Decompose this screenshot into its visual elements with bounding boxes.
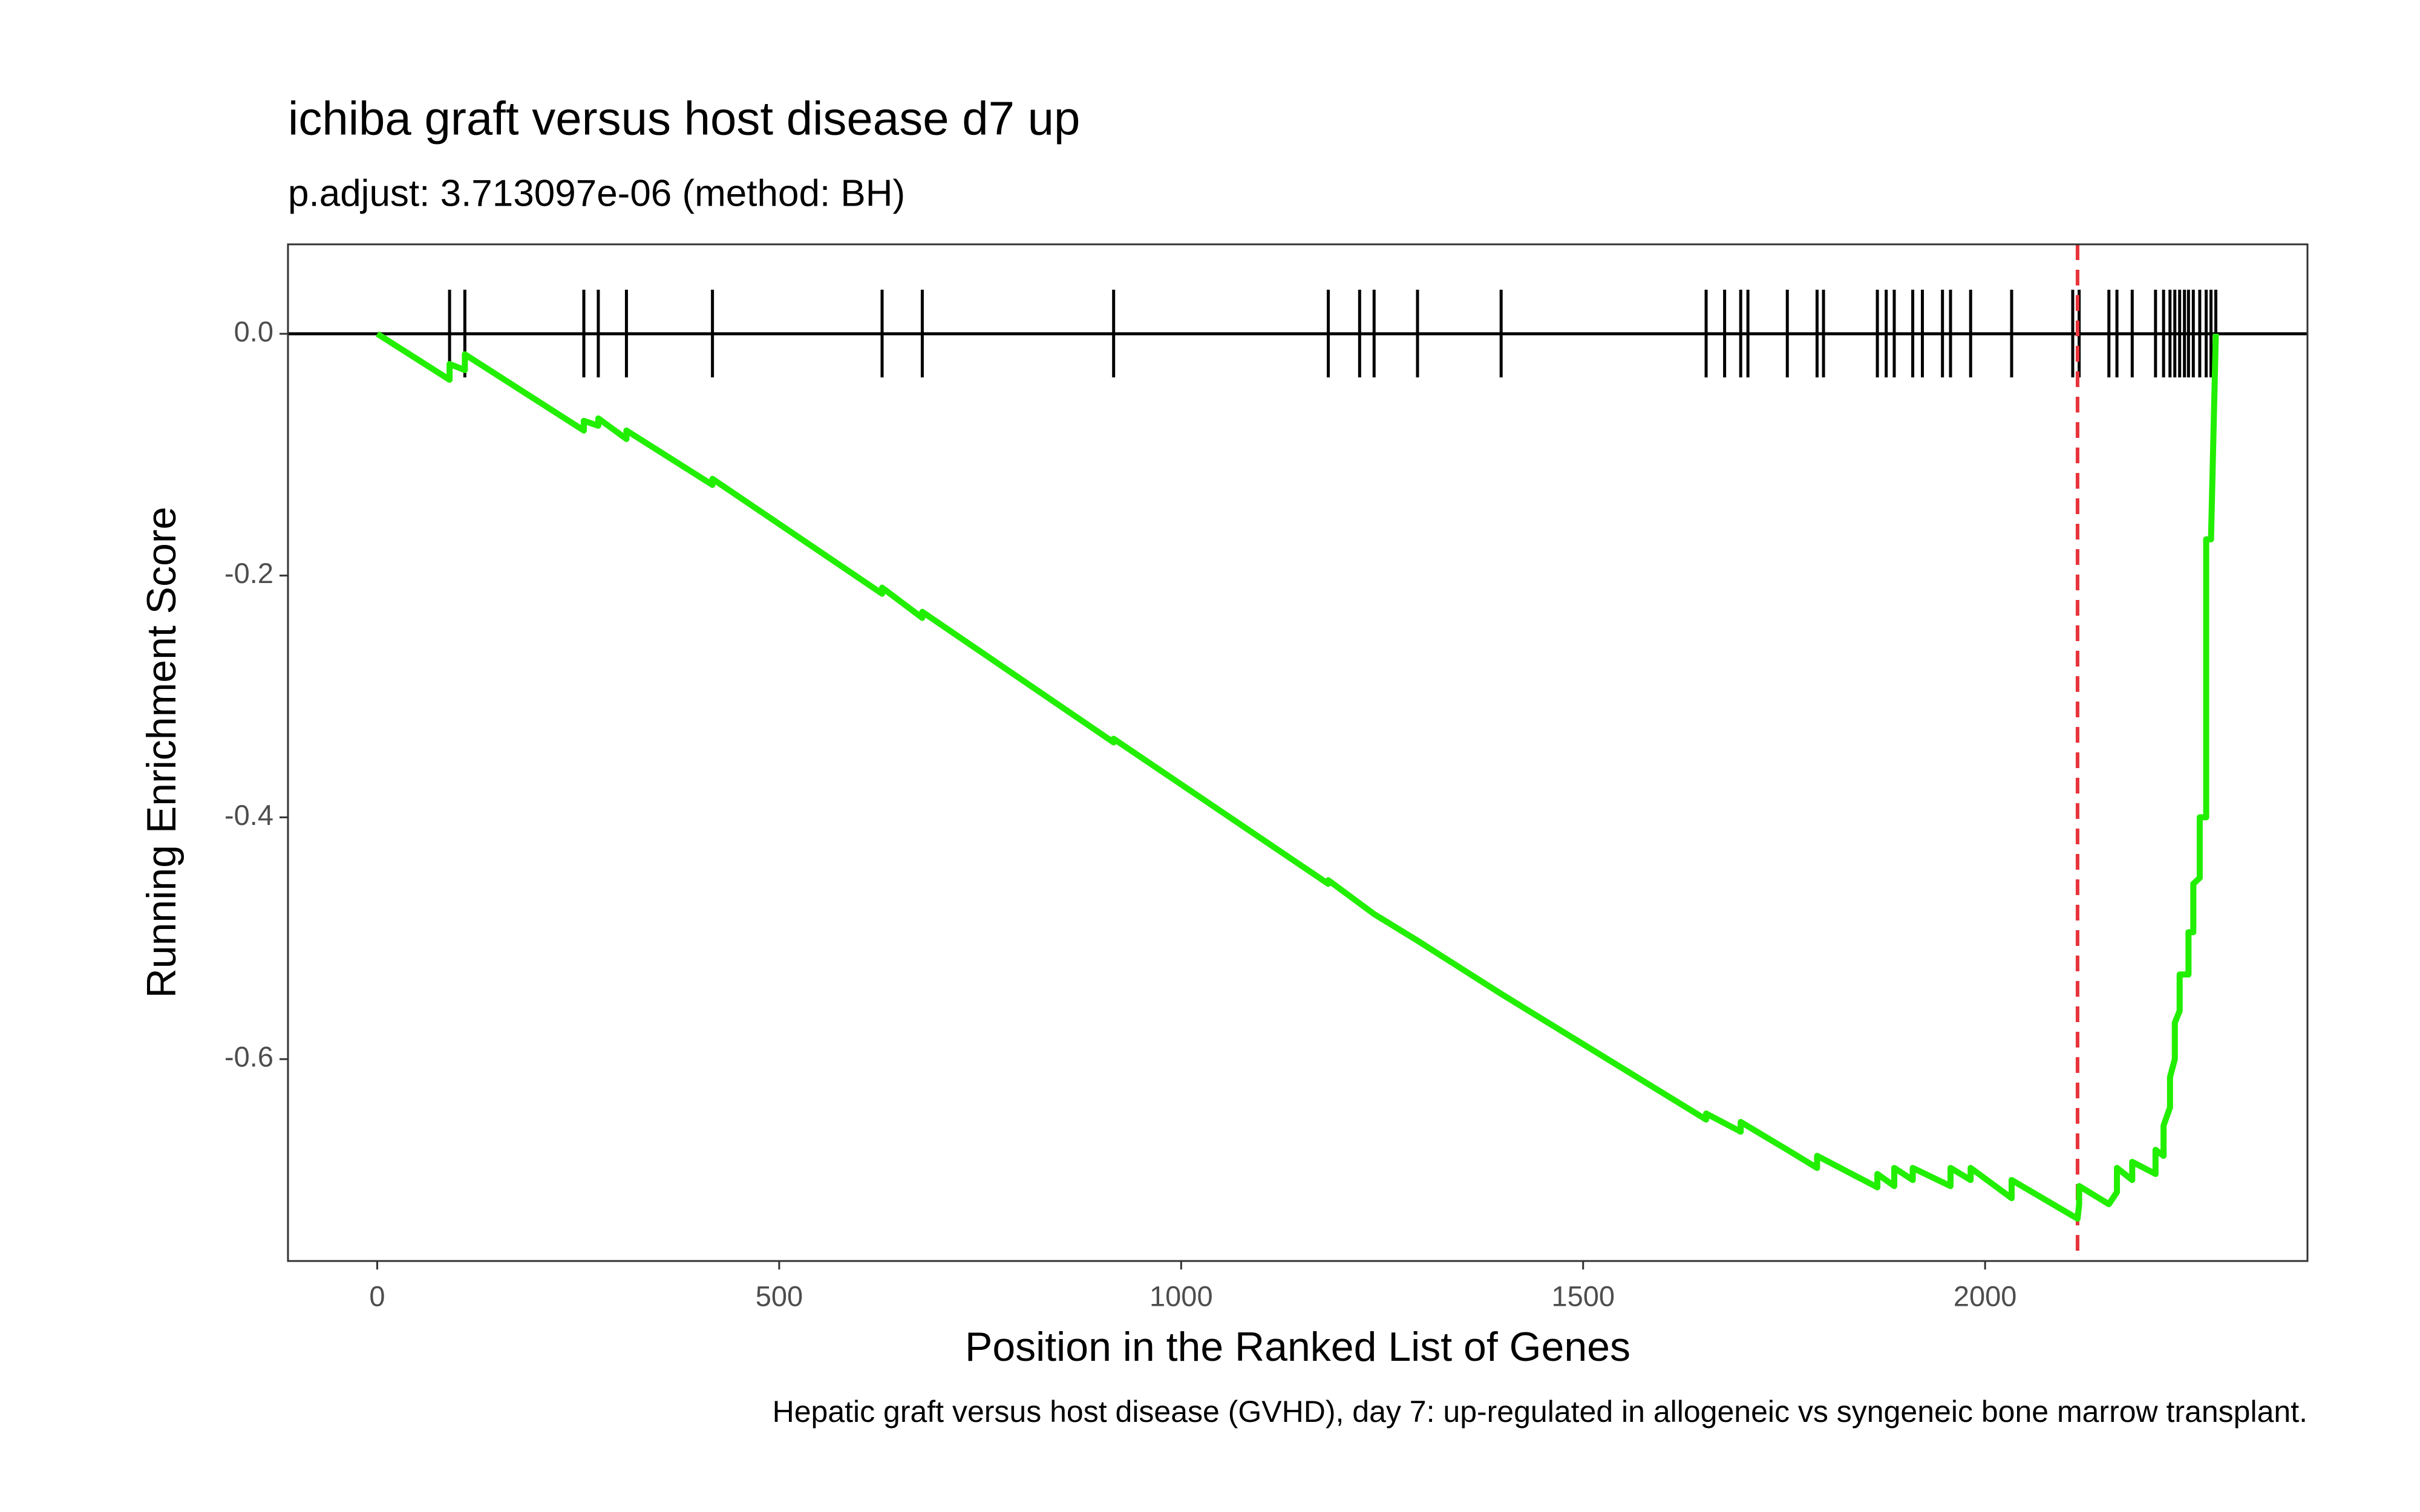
plot-border: [287, 243, 2309, 1262]
y-tick-label: -0.2: [224, 557, 273, 589]
y-tick-label: 0.0: [234, 315, 273, 347]
y-axis-title: Running Enrichment Score: [139, 507, 185, 999]
chart-subtitle: p.adjust: 3.713097e-06 (method: BH): [288, 172, 905, 214]
y-tick-label: -0.6: [224, 1041, 273, 1073]
x-tick-label: 1500: [1551, 1280, 1615, 1312]
x-tick-label: 0: [369, 1280, 385, 1312]
y-tick-label: -0.4: [224, 799, 273, 831]
caption: Hepatic graft versus host disease (GVHD)…: [773, 1395, 2307, 1429]
chart-title: ichiba graft versus host disease d7 up: [288, 92, 1080, 145]
x-tick-label: 2000: [1954, 1280, 2017, 1312]
enrichment-line: [375, 331, 2219, 1222]
x-axis-title: Position in the Ranked List of Genes: [965, 1324, 1630, 1370]
x-tick-label: 1000: [1150, 1280, 1213, 1312]
x-tick-label: 500: [756, 1280, 803, 1312]
